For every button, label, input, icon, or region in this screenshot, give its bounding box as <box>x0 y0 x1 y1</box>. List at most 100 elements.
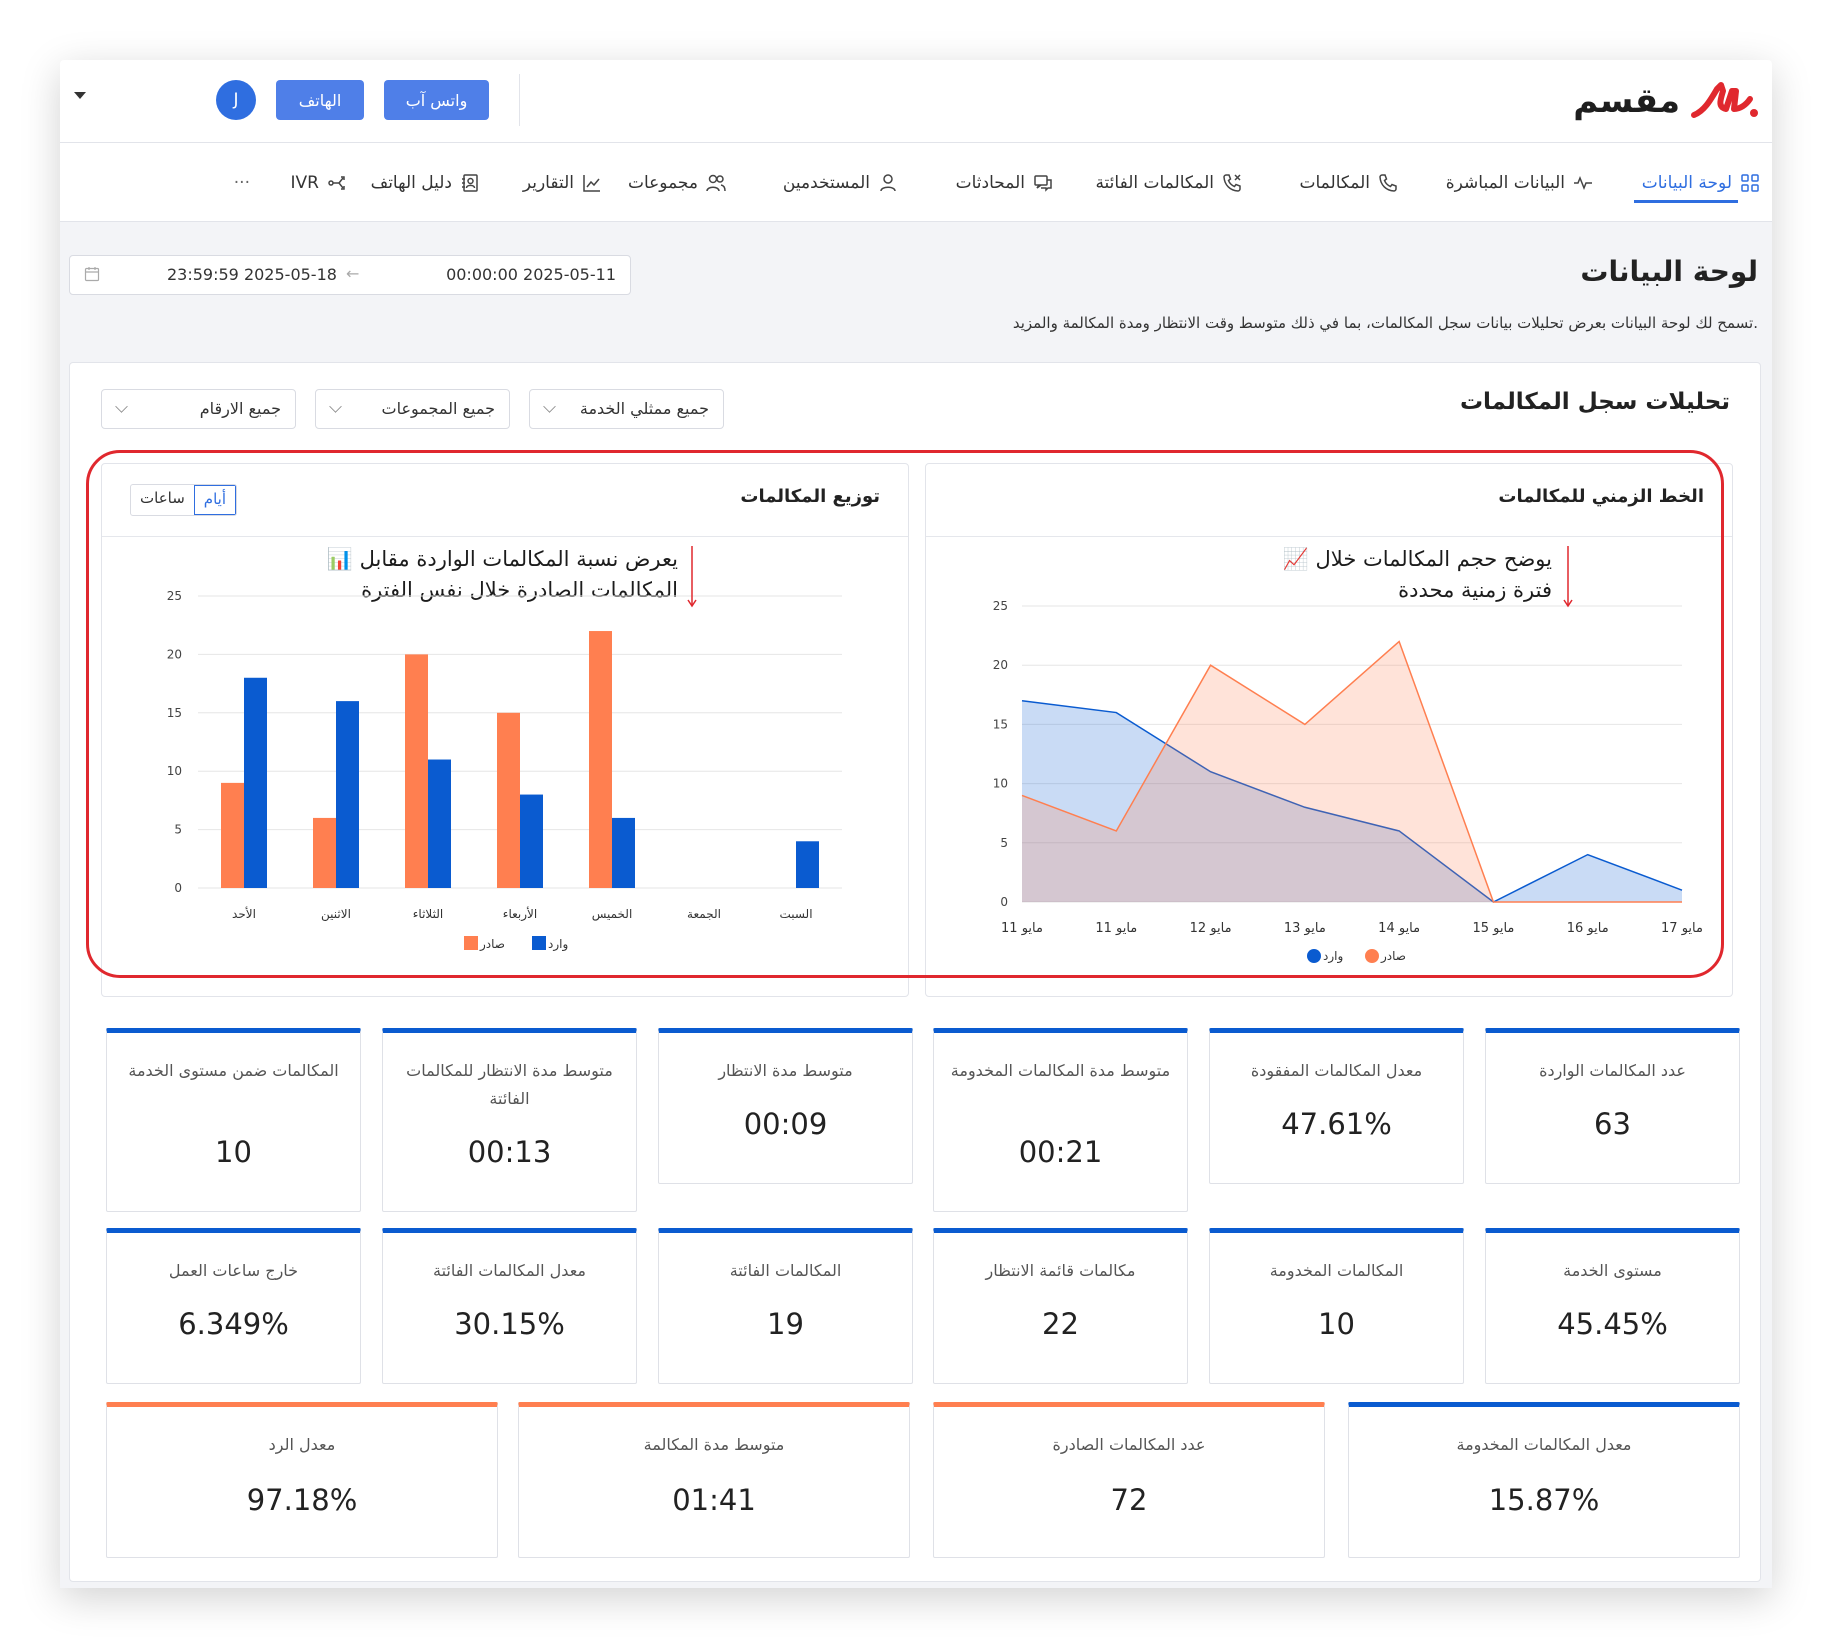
distribution-card: توزيع المكالمات ساعات أيام 📊 يعرض نسبة ا… <box>101 463 909 997</box>
legend-label: وارد <box>1323 949 1343 964</box>
stat-label: معدل المكالمات الفائتة <box>433 1261 586 1280</box>
tab-calls[interactable]: المكالمات <box>1300 169 1399 197</box>
logo-text: مقسم <box>1573 81 1680 121</box>
tab-ivr[interactable]: IVR <box>291 169 347 197</box>
timeline-annotation: 📈 يوضح حجم المكالمات خلال فترة زمنية محد… <box>1283 544 1552 606</box>
date-range-picker[interactable]: 00:00:00 2025-05-11 ← 23:59:59 2025-05-1… <box>69 255 631 295</box>
stat-card: المكالمات ضمن مستوى الخدمة 10 <box>106 1028 361 1212</box>
logo-mark-icon <box>1691 82 1758 118</box>
bar-incoming <box>612 817 635 888</box>
toggle-hours[interactable]: ساعات <box>140 489 185 507</box>
card-divider <box>926 536 1732 537</box>
chart-line-icon <box>583 175 600 192</box>
page-title: لوحة البيانات <box>1580 255 1758 288</box>
x-tick-label: مايو 15 <box>1472 921 1514 936</box>
stat-value: 30.15% <box>454 1307 565 1341</box>
tab-reports[interactable]: التقارير <box>523 169 602 197</box>
main-nav: لوحة البيانات البيانات المباشرة المكالما… <box>60 143 1772 222</box>
stat-label: المكالمات الفائتة <box>729 1261 842 1280</box>
arrow-left-icon: ← <box>346 264 360 283</box>
stat-card: متوسط مدة المكالمة 01:41 <box>518 1402 910 1558</box>
top-bar: مقسم واتس آب الهاتف J <box>60 60 1772 143</box>
x-tick-label: الخميس <box>592 907 633 922</box>
y-tick-label: 0 <box>174 881 182 895</box>
legend-label: صادر <box>1380 949 1406 964</box>
logo[interactable]: مقسم <box>1573 78 1762 124</box>
y-tick-label: 15 <box>167 706 182 720</box>
bar-outgoing <box>221 782 244 888</box>
bar-outgoing <box>313 817 336 888</box>
agents-filter-select[interactable]: جميع ممثلي الخدمة <box>529 389 724 429</box>
y-tick-label: 0 <box>1000 895 1008 909</box>
tab-label: المكالمات <box>1299 173 1371 193</box>
y-tick-label: 10 <box>167 764 182 778</box>
x-tick-label: السبت <box>779 907 812 921</box>
stat-label: متوسط مدة الانتظار <box>718 1061 853 1080</box>
stat-value: 22 <box>1042 1307 1079 1341</box>
avatar[interactable]: J <box>216 80 256 120</box>
annotation-arrow-head-icon <box>1563 599 1573 608</box>
groups-filter-select[interactable]: جميع المجموعات <box>315 389 510 429</box>
numbers-filter-select[interactable]: جميع الارقام <box>101 389 296 429</box>
account-dropdown-caret-icon[interactable] <box>74 92 86 99</box>
tab-label: دليل الهاتف <box>370 173 452 193</box>
tab-users[interactable]: المستخدمين <box>783 169 898 197</box>
stat-card: المكالمات المخدومة 10 <box>1209 1228 1464 1384</box>
page-description: تسمح لك لوحة البيانات بعرض تحليلات بيانا… <box>1012 314 1758 332</box>
bar-incoming <box>428 759 451 888</box>
tab-missed-calls[interactable]: المكالمات الفائتة <box>1095 169 1242 197</box>
stat-card: خارج ساعات العمل 6.349% <box>106 1228 361 1384</box>
stat-label: مكالمات قائمة الانتظار <box>985 1261 1136 1280</box>
phone-button[interactable]: الهاتف <box>276 80 364 120</box>
tab-label: المستخدمين <box>782 173 870 193</box>
app-window: مقسم واتس آب الهاتف J لوحة البيانات البي… <box>60 60 1772 1588</box>
x-tick-label: مايو 13 <box>1284 921 1326 936</box>
select-value: جميع المجموعات <box>381 399 495 418</box>
bar-outgoing <box>497 712 520 888</box>
active-tab-indicator <box>1634 200 1738 203</box>
tab-label: لوحة البيانات <box>1641 173 1732 193</box>
x-tick-label: الثلاثاء <box>413 907 443 921</box>
chevron-down-icon <box>329 400 342 413</box>
chevron-down-icon <box>543 400 556 413</box>
stat-value: 63 <box>1594 1107 1631 1141</box>
stat-card: عدد المكالمات الواردة 63 <box>1485 1028 1740 1184</box>
y-tick-label: 5 <box>174 823 182 837</box>
x-tick-label: الأحد <box>232 906 256 921</box>
stat-value: 15.87% <box>1488 1483 1600 1517</box>
stat-value: 10 <box>1318 1307 1355 1341</box>
activity-icon <box>1574 175 1592 191</box>
chat-icon <box>1034 175 1052 192</box>
phone-icon <box>1379 174 1397 192</box>
y-tick-label: 10 <box>993 777 1008 791</box>
legend-swatch <box>1307 949 1321 963</box>
stat-value: 10 <box>215 1135 252 1169</box>
bar-incoming <box>796 841 819 888</box>
tab-live-data[interactable]: البيانات المباشرة <box>1446 169 1593 197</box>
whatsapp-button[interactable]: واتس آب <box>384 80 489 120</box>
legend-swatch <box>1365 949 1379 963</box>
area-fill-incoming <box>1022 700 1682 902</box>
date-to[interactable]: 23:59:59 2025-05-18 <box>167 265 337 284</box>
stat-label: متوسط مدة الانتظار للمكالمات الفائتة <box>406 1061 613 1108</box>
more-icon[interactable]: ··· <box>233 173 250 193</box>
timeline-title: الخط الزمني للمكالمات <box>1498 486 1704 507</box>
stat-card: مستوى الخدمة 45.45% <box>1485 1228 1740 1384</box>
bar-incoming <box>336 701 359 888</box>
x-tick-label: مايو 17 <box>1661 921 1703 936</box>
timeline-area-chart: 0 5 10 15 20 25 مايو 11 مايو 11 مايو 12 مايو 13 ما… <box>993 546 1703 964</box>
tab-groups[interactable]: مجموعات <box>628 169 726 197</box>
annotation-line: فترة زمنية محددة <box>1398 578 1552 602</box>
tab-conversations[interactable]: المحادثات <box>956 169 1053 197</box>
stat-value: 47.61% <box>1281 1107 1392 1141</box>
stat-card: متوسط مدة الانتظار للمكالمات الفائتة 00:1… <box>382 1028 637 1212</box>
tab-label: التقارير <box>522 173 574 193</box>
distribution-annotation: 📊 يعرض نسبة المكالمات الواردة مقابل المك… <box>327 544 678 606</box>
date-from[interactable]: 00:00:00 2025-05-11 <box>446 265 616 284</box>
stat-value: 00:13 <box>467 1135 552 1169</box>
toggle-days[interactable]: أيام <box>193 485 236 515</box>
tab-phonebook[interactable]: دليل الهاتف <box>371 169 480 197</box>
card-divider <box>102 536 908 537</box>
tab-dashboard[interactable]: لوحة البيانات <box>1642 169 1760 197</box>
calendar-icon[interactable] <box>84 266 100 282</box>
